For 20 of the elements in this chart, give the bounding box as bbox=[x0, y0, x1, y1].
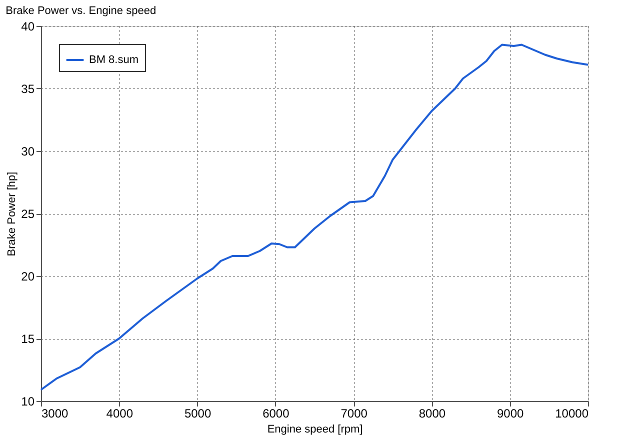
x-tick-label: 7000 bbox=[340, 406, 368, 420]
x-tick-label: 9000 bbox=[497, 406, 524, 420]
x-tick-label: 5000 bbox=[184, 406, 212, 420]
y-tick-label: 35 bbox=[21, 82, 35, 96]
y-tick-label: 40 bbox=[21, 20, 35, 34]
y-tick-label: 10 bbox=[21, 394, 35, 408]
x-tick-label: 6000 bbox=[262, 406, 290, 420]
x-tick-label: 10000 bbox=[555, 406, 589, 420]
x-tick-label: 3000 bbox=[42, 406, 69, 420]
line-series bbox=[40, 44, 589, 391]
x-tick-label: 8000 bbox=[418, 406, 446, 420]
y-tick-label: 30 bbox=[21, 144, 35, 158]
y-tick-label: 20 bbox=[21, 270, 35, 284]
y-tick-label: 25 bbox=[21, 207, 35, 221]
chart-title: Brake Power vs. Engine speed bbox=[6, 5, 156, 17]
x-tick-label: 4000 bbox=[106, 406, 134, 420]
y-tick-label: 15 bbox=[21, 332, 35, 346]
legend-label: BM 8.sum bbox=[89, 54, 139, 66]
x-axis-title: Engine speed [rpm] bbox=[267, 424, 363, 436]
y-axis-title: Brake Power [hp] bbox=[6, 172, 18, 256]
